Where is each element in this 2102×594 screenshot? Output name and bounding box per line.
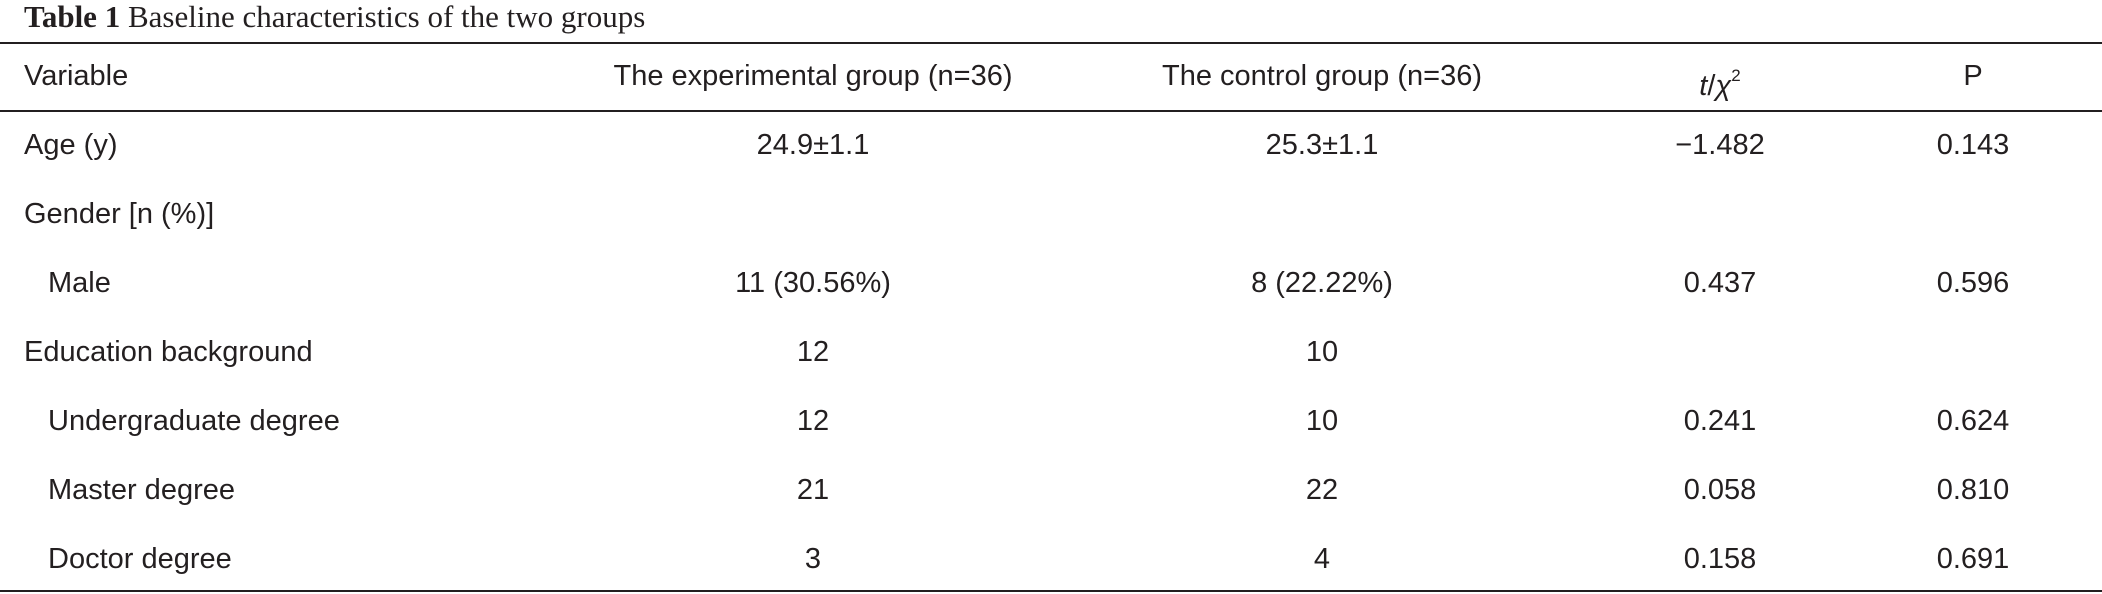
table-header-row: Variable The experimental group (n=36) T… — [0, 56, 2102, 102]
table-row: Age (y) 24.9±1.1 25.3±1.1 −1.482 0.143 — [0, 125, 2102, 165]
row-variable: Age (y) — [24, 129, 118, 161]
row-p-value: 0.596 — [1936, 267, 2010, 299]
table-row: Gender [n (%)] — [0, 194, 2102, 234]
header-stat-superscript: 2 — [1731, 66, 1741, 85]
row-control-value: 25.3±1.1 — [1265, 129, 1379, 161]
row-p-value: 0.691 — [1936, 543, 2010, 575]
table-bottom-rule — [0, 590, 2102, 592]
table-row: Doctor degree 3 4 0.158 0.691 — [0, 539, 2102, 579]
row-p-value: 0.810 — [1936, 474, 2010, 506]
row-p-value: 0.143 — [1936, 129, 2010, 161]
header-stat-chi: χ — [1715, 70, 1732, 102]
row-variable: Male — [48, 267, 111, 299]
row-control-value: 10 — [1305, 336, 1339, 368]
table-caption-text: Baseline characteristics of the two grou… — [127, 0, 646, 34]
header-p-value: P — [1963, 60, 1983, 92]
table-row: Undergraduate degree 12 10 0.241 0.624 — [0, 401, 2102, 441]
row-statistic: 0.158 — [1683, 543, 1757, 575]
header-stat-slash: / — [1707, 70, 1716, 102]
table-row: Master degree 21 22 0.058 0.810 — [0, 470, 2102, 510]
row-statistic — [1590, 332, 1850, 372]
header-variable: Variable — [24, 60, 129, 92]
table-row: Education background 12 10 — [0, 332, 2102, 372]
row-statistic — [1590, 194, 1850, 234]
row-variable: Education background — [24, 336, 313, 368]
row-experimental-value: 11 (30.56%) — [735, 267, 891, 299]
row-variable: Master degree — [48, 474, 235, 506]
row-experimental-value: 3 — [804, 543, 822, 575]
row-experimental-value: 12 — [796, 405, 830, 437]
row-statistic: 0.437 — [1683, 267, 1757, 299]
row-control-value: 22 — [1305, 474, 1339, 506]
row-experimental-value: 24.9±1.1 — [756, 129, 870, 161]
row-variable: Gender [n (%)] — [24, 198, 215, 230]
row-variable: Undergraduate degree — [48, 405, 340, 437]
row-control-value — [1062, 194, 1582, 234]
row-p-value — [1843, 332, 2102, 372]
row-experimental-value: 21 — [796, 474, 830, 506]
header-stat-t: t — [1699, 70, 1708, 102]
row-statistic: 0.058 — [1683, 474, 1757, 506]
table-top-rule — [0, 42, 2102, 44]
row-control-value: 8 (22.22%) — [1251, 267, 1393, 299]
row-statistic: 0.241 — [1683, 405, 1757, 437]
table-row: Male 11 (30.56%) 8 (22.22%) 0.437 0.596 — [0, 263, 2102, 303]
header-statistic: t/χ2 — [1590, 56, 1850, 102]
row-statistic: −1.482 — [1675, 129, 1765, 161]
row-p-value — [1843, 194, 2102, 234]
row-variable: Doctor degree — [48, 543, 232, 575]
table-caption-label: Table 1 — [24, 0, 121, 34]
table-caption: Table 1 Baseline characteristics of the … — [24, 0, 645, 38]
row-experimental-value: 12 — [796, 336, 830, 368]
header-control-group: The control group (n=36) — [1162, 60, 1482, 92]
row-experimental-value — [553, 194, 1073, 234]
row-p-value: 0.624 — [1936, 405, 2010, 437]
header-experimental-group: The experimental group (n=36) — [613, 60, 1013, 92]
row-control-value: 10 — [1305, 405, 1339, 437]
table-header-rule — [0, 110, 2102, 112]
row-control-value: 4 — [1313, 543, 1331, 575]
